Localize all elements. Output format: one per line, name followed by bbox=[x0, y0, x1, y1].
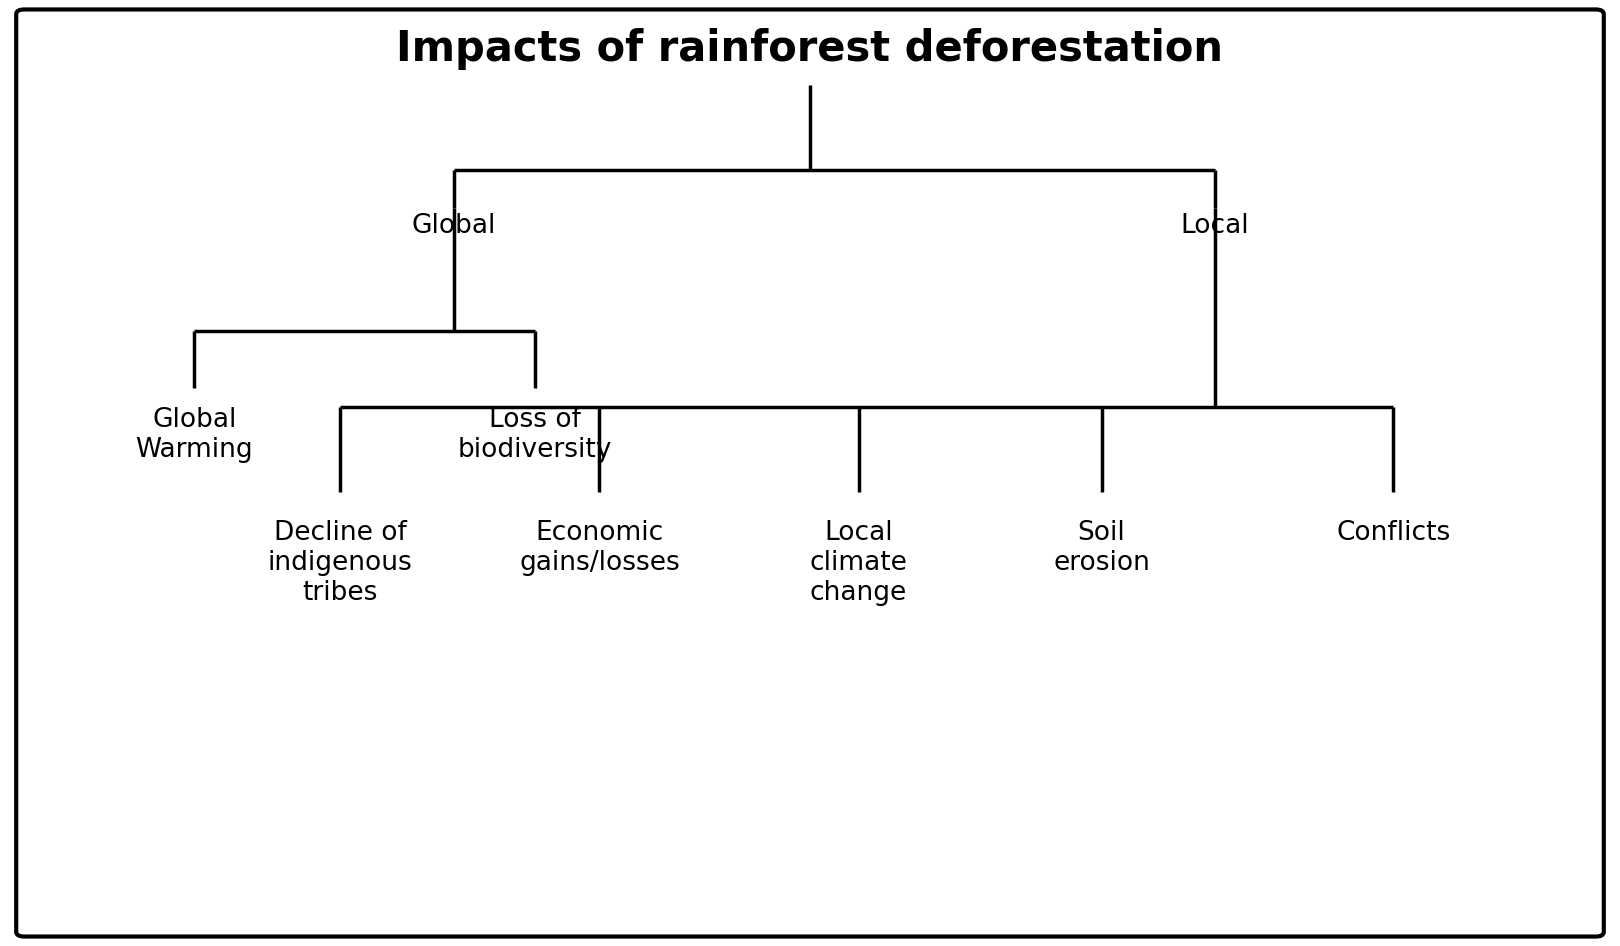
Text: Local: Local bbox=[1181, 213, 1249, 238]
Text: Conflicts: Conflicts bbox=[1336, 520, 1450, 546]
Text: Loss of
biodiversity: Loss of biodiversity bbox=[457, 407, 612, 463]
Text: Global: Global bbox=[411, 213, 496, 238]
Text: Local
climate
change: Local climate change bbox=[810, 520, 907, 606]
Text: Global
Warming: Global Warming bbox=[136, 407, 253, 463]
Text: Impacts of rainforest deforestation: Impacts of rainforest deforestation bbox=[397, 28, 1223, 70]
Text: Economic
gains/losses: Economic gains/losses bbox=[518, 520, 680, 576]
Text: Soil
erosion: Soil erosion bbox=[1053, 520, 1150, 576]
Text: Decline of
indigenous
tribes: Decline of indigenous tribes bbox=[267, 520, 413, 606]
